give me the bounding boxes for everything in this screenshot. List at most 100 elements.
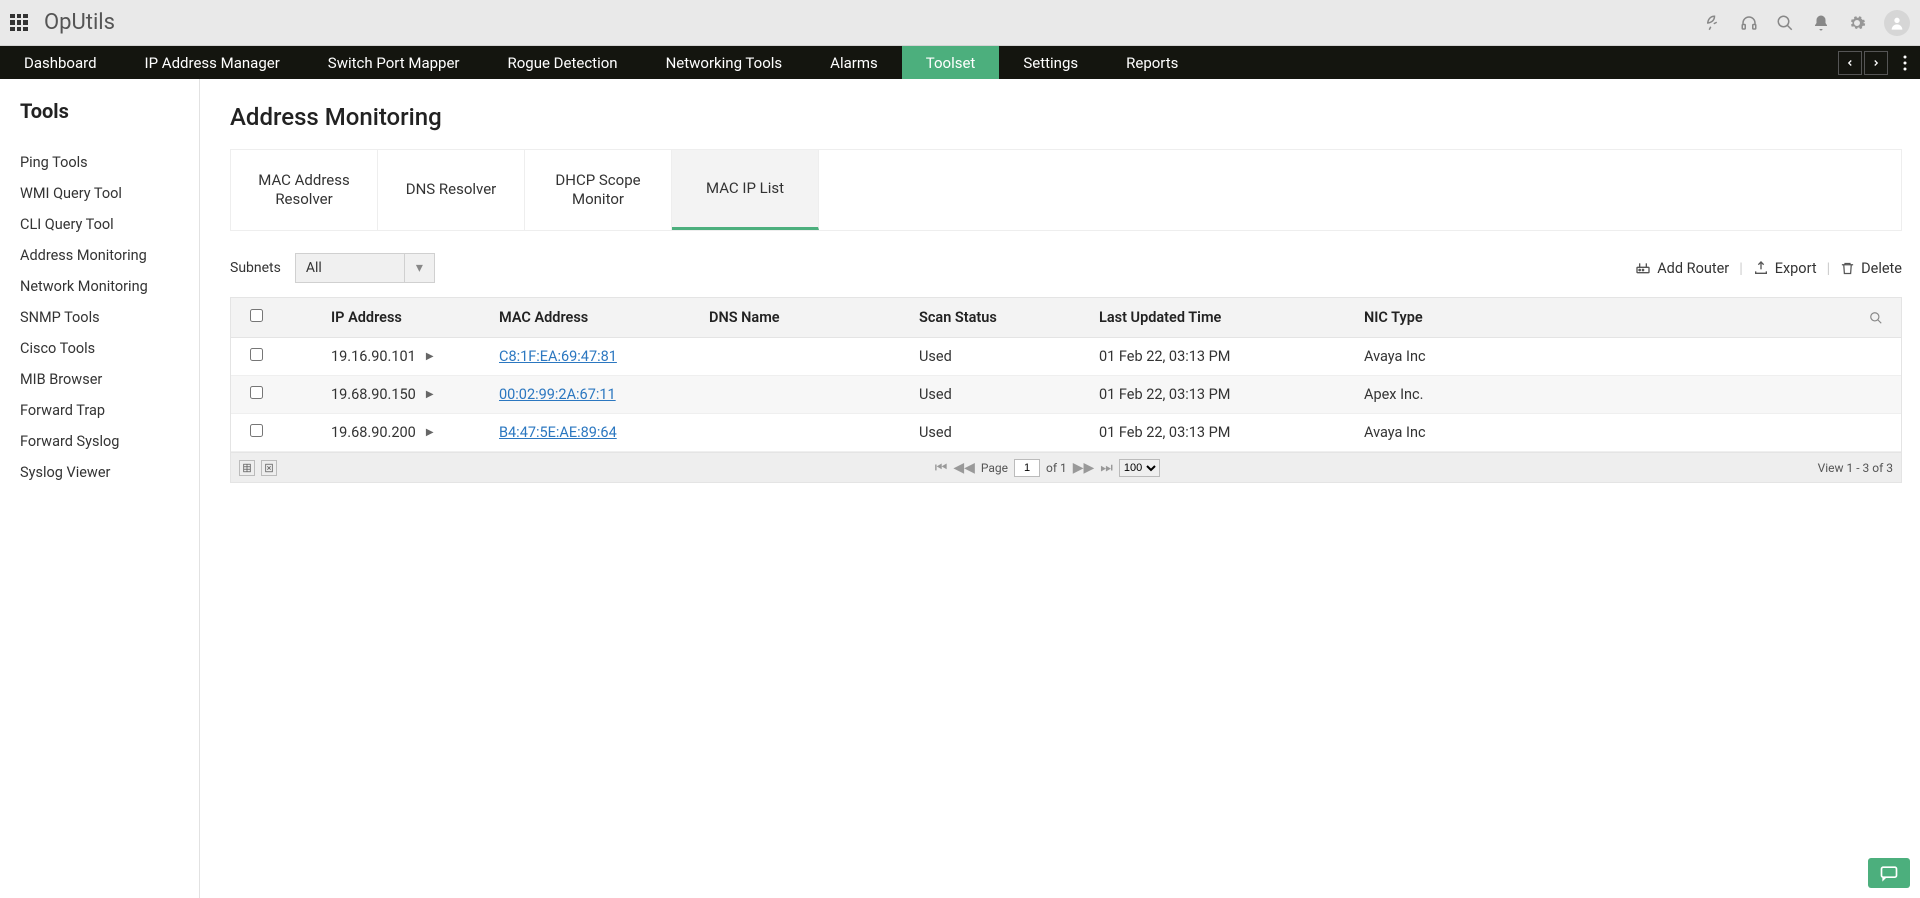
sidebar-item-forward-trap[interactable]: Forward Trap	[20, 395, 199, 426]
page-of-label: of 1	[1046, 461, 1067, 475]
mac-address-link[interactable]: C8:1F:EA:69:47:81	[499, 348, 617, 365]
top-header: OpUtils	[0, 0, 1920, 46]
nav-item-ip-address-manager[interactable]: IP Address Manager	[121, 46, 304, 79]
scan-status-value: Used	[911, 424, 1091, 441]
search-icon	[1869, 311, 1883, 325]
export-icon	[1753, 260, 1769, 276]
sub-tab-mac-address-resolver[interactable]: MAC Address Resolver	[231, 150, 378, 230]
user-avatar[interactable]	[1884, 10, 1910, 36]
page-prev-button[interactable]: ◀◀	[953, 460, 975, 476]
chevron-down-icon: ▾	[405, 253, 435, 283]
sidebar-item-ping-tools[interactable]: Ping Tools	[20, 147, 199, 178]
header-icon-group	[1704, 10, 1910, 36]
apps-grid-icon[interactable]	[10, 14, 28, 32]
expand-caret-icon[interactable]: ▶	[426, 351, 434, 362]
rocket-icon[interactable]	[1704, 14, 1722, 32]
delete-label: Delete	[1861, 260, 1902, 277]
expand-caret-icon[interactable]: ▶	[426, 427, 434, 438]
ip-address-value: 19.16.90.101	[331, 348, 416, 365]
sidebar: Tools Ping ToolsWMI Query ToolCLI Query …	[0, 79, 200, 898]
sub-tabs: MAC Address ResolverDNS ResolverDHCP Sco…	[230, 149, 1902, 231]
row-checkbox[interactable]	[250, 348, 263, 361]
nav-item-alarms[interactable]: Alarms	[806, 46, 902, 79]
nav-prev-button[interactable]	[1838, 51, 1862, 75]
subnet-select-value: All	[295, 253, 405, 283]
trash-icon	[1840, 261, 1855, 276]
page-next-button[interactable]: ▶▶	[1073, 460, 1095, 476]
page-number-input[interactable]	[1014, 459, 1040, 477]
col-header-nic[interactable]: NIC Type	[1356, 309, 1861, 326]
gear-icon[interactable]	[1848, 14, 1866, 32]
sidebar-item-cli-query-tool[interactable]: CLI Query Tool	[20, 209, 199, 240]
nav-item-networking-tools[interactable]: Networking Tools	[642, 46, 807, 79]
chat-help-button[interactable]	[1868, 858, 1910, 888]
nav-arrows	[1838, 46, 1890, 79]
col-header-mac[interactable]: MAC Address	[491, 309, 701, 326]
sidebar-item-wmi-query-tool[interactable]: WMI Query Tool	[20, 178, 199, 209]
page-title: Address Monitoring	[230, 103, 1902, 131]
last-updated-value: 01 Feb 22, 03:13 PM	[1091, 386, 1356, 403]
filter-label: Subnets	[230, 260, 281, 276]
main-nav: DashboardIP Address ManagerSwitch Port M…	[0, 46, 1920, 79]
table-header-row: IP Address MAC Address DNS Name Scan Sta…	[231, 298, 1901, 338]
chat-icon	[1879, 863, 1899, 883]
main-panel: Address Monitoring MAC Address ResolverD…	[200, 79, 1920, 898]
nic-type-value: Avaya Inc	[1356, 424, 1861, 441]
table-row: 19.68.90.150 ▶ 00:02:99:2A:67:11 Used01 Feb…	[231, 376, 1901, 414]
app-title: OpUtils	[44, 10, 115, 35]
export-label: Export	[1775, 260, 1817, 277]
filter-row: Subnets All ▾ Add Router | Export |	[230, 253, 1902, 283]
add-router-label: Add Router	[1657, 260, 1729, 277]
bell-icon[interactable]	[1812, 14, 1830, 32]
sub-tab-dns-resolver[interactable]: DNS Resolver	[378, 150, 525, 230]
nav-next-button[interactable]	[1864, 51, 1888, 75]
nav-item-toolset[interactable]: Toolset	[902, 46, 1000, 79]
table-row: 19.68.90.200▶B4:47:5E:AE:89:64Used01 Feb…	[231, 414, 1901, 452]
sidebar-item-network-monitoring[interactable]: Network Monitoring	[20, 271, 199, 302]
page-size-select[interactable]: 100	[1119, 459, 1160, 477]
delete-button[interactable]: Delete	[1840, 260, 1902, 277]
sub-tab-mac-ip-list[interactable]: MAC IP List	[672, 150, 819, 230]
sidebar-item-cisco-tools[interactable]: Cisco Tools	[20, 333, 199, 364]
ip-address-value: 19.68.90.150	[331, 386, 416, 403]
last-updated-value: 01 Feb 22, 03:13 PM	[1091, 348, 1356, 365]
nav-item-settings[interactable]: Settings	[999, 46, 1102, 79]
nav-item-reports[interactable]: Reports	[1102, 46, 1202, 79]
subnet-select[interactable]: All ▾	[295, 253, 435, 283]
col-header-status[interactable]: Scan Status	[911, 309, 1091, 326]
mac-address-link[interactable]: B4:47:5E:AE:89:64	[499, 424, 617, 441]
page-last-button[interactable]: ⏭	[1100, 460, 1113, 476]
row-checkbox[interactable]	[250, 386, 263, 399]
sidebar-item-mib-browser[interactable]: MIB Browser	[20, 364, 199, 395]
headset-icon[interactable]	[1740, 14, 1758, 32]
sidebar-item-address-monitoring[interactable]: Address Monitoring	[20, 240, 199, 271]
row-checkbox[interactable]	[250, 424, 263, 437]
scan-status-value: Used	[911, 386, 1091, 403]
nav-item-rogue-detection[interactable]: Rogue Detection	[484, 46, 642, 79]
sidebar-item-forward-syslog[interactable]: Forward Syslog	[20, 426, 199, 457]
sidebar-item-snmp-tools[interactable]: SNMP Tools	[20, 302, 199, 333]
table-search-button[interactable]	[1861, 311, 1901, 325]
sub-tab-dhcp-scope-monitor[interactable]: DHCP Scope Monitor	[525, 150, 672, 230]
search-icon[interactable]	[1776, 14, 1794, 32]
add-router-button[interactable]: Add Router	[1635, 260, 1729, 277]
select-all-checkbox[interactable]	[250, 309, 263, 322]
expand-caret-icon[interactable]: ▶	[426, 389, 434, 400]
table-row: 19.16.90.101▶C8:1F:EA:69:47:81Used01 Feb…	[231, 338, 1901, 376]
col-header-ip[interactable]: IP Address	[281, 309, 491, 326]
nav-item-dashboard[interactable]: Dashboard	[0, 46, 121, 79]
sidebar-item-syslog-viewer[interactable]: Syslog Viewer	[20, 457, 199, 488]
page-label: Page	[981, 461, 1008, 475]
last-updated-value: 01 Feb 22, 03:13 PM	[1091, 424, 1356, 441]
nav-more-button[interactable]	[1890, 46, 1920, 79]
export-button[interactable]: Export	[1753, 260, 1817, 277]
col-header-dns[interactable]: DNS Name	[701, 309, 911, 326]
nav-item-switch-port-mapper[interactable]: Switch Port Mapper	[304, 46, 484, 79]
mac-address-link[interactable]: 00:02:99:2A:67:11	[499, 386, 616, 403]
page-first-button[interactable]: ⏮	[935, 460, 948, 476]
col-header-updated[interactable]: Last Updated Time	[1091, 309, 1356, 326]
export-csv-icon[interactable]	[239, 460, 255, 476]
data-table: IP Address MAC Address DNS Name Scan Sta…	[230, 297, 1902, 453]
table-footer: ⏮ ◀◀ Page of 1 ▶▶ ⏭ 100 View 1 - 3 of 3	[230, 453, 1902, 483]
export-xls-icon[interactable]	[261, 460, 277, 476]
